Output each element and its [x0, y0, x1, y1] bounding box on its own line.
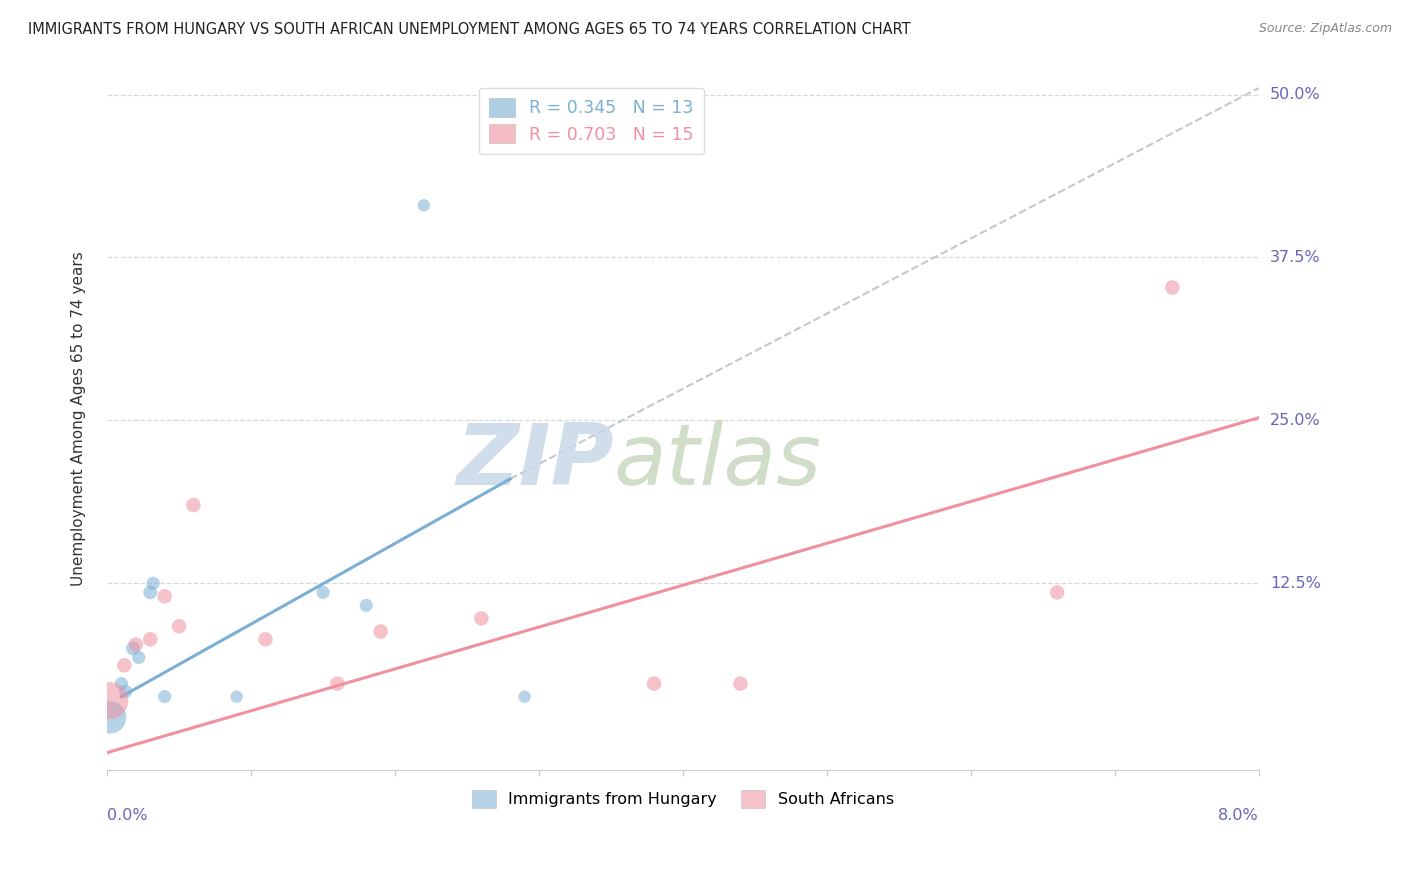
Point [470, 611, 492, 625]
Point [167, 619, 190, 633]
Point [122, 641, 145, 656]
Legend: Immigrants from Hungary, South Africans: Immigrants from Hungary, South Africans [465, 784, 900, 814]
Text: ZIP: ZIP [456, 419, 614, 502]
Point [312, 585, 335, 599]
Point [412, 198, 434, 212]
Point [125, 638, 148, 652]
Point [513, 690, 536, 704]
Point [98, 710, 121, 724]
Point [98, 693, 121, 707]
Point [153, 690, 176, 704]
Point [153, 589, 176, 603]
Text: 25.0%: 25.0% [1270, 413, 1320, 428]
Point [1161, 280, 1184, 294]
Point [354, 599, 377, 613]
Point [142, 576, 165, 591]
Point [1046, 585, 1069, 599]
Point [254, 632, 277, 647]
Point [112, 658, 135, 673]
Point [139, 632, 162, 647]
Point [183, 498, 205, 512]
Point [139, 585, 162, 599]
Y-axis label: Unemployment Among Ages 65 to 74 years: Unemployment Among Ages 65 to 74 years [72, 252, 86, 586]
Point [326, 676, 349, 690]
Point [730, 676, 752, 690]
Point [225, 690, 247, 704]
Text: IMMIGRANTS FROM HUNGARY VS SOUTH AFRICAN UNEMPLOYMENT AMONG AGES 65 TO 74 YEARS : IMMIGRANTS FROM HUNGARY VS SOUTH AFRICAN… [28, 22, 911, 37]
Text: 12.5%: 12.5% [1270, 575, 1320, 591]
Text: Source: ZipAtlas.com: Source: ZipAtlas.com [1258, 22, 1392, 36]
Text: atlas: atlas [614, 419, 821, 502]
Point [110, 676, 132, 690]
Text: 8.0%: 8.0% [1218, 808, 1258, 823]
Point [643, 676, 665, 690]
Text: 37.5%: 37.5% [1270, 250, 1320, 265]
Point [370, 624, 392, 639]
Point [128, 650, 150, 665]
Point [114, 684, 136, 698]
Text: 50.0%: 50.0% [1270, 87, 1320, 102]
Text: 0.0%: 0.0% [107, 808, 148, 823]
